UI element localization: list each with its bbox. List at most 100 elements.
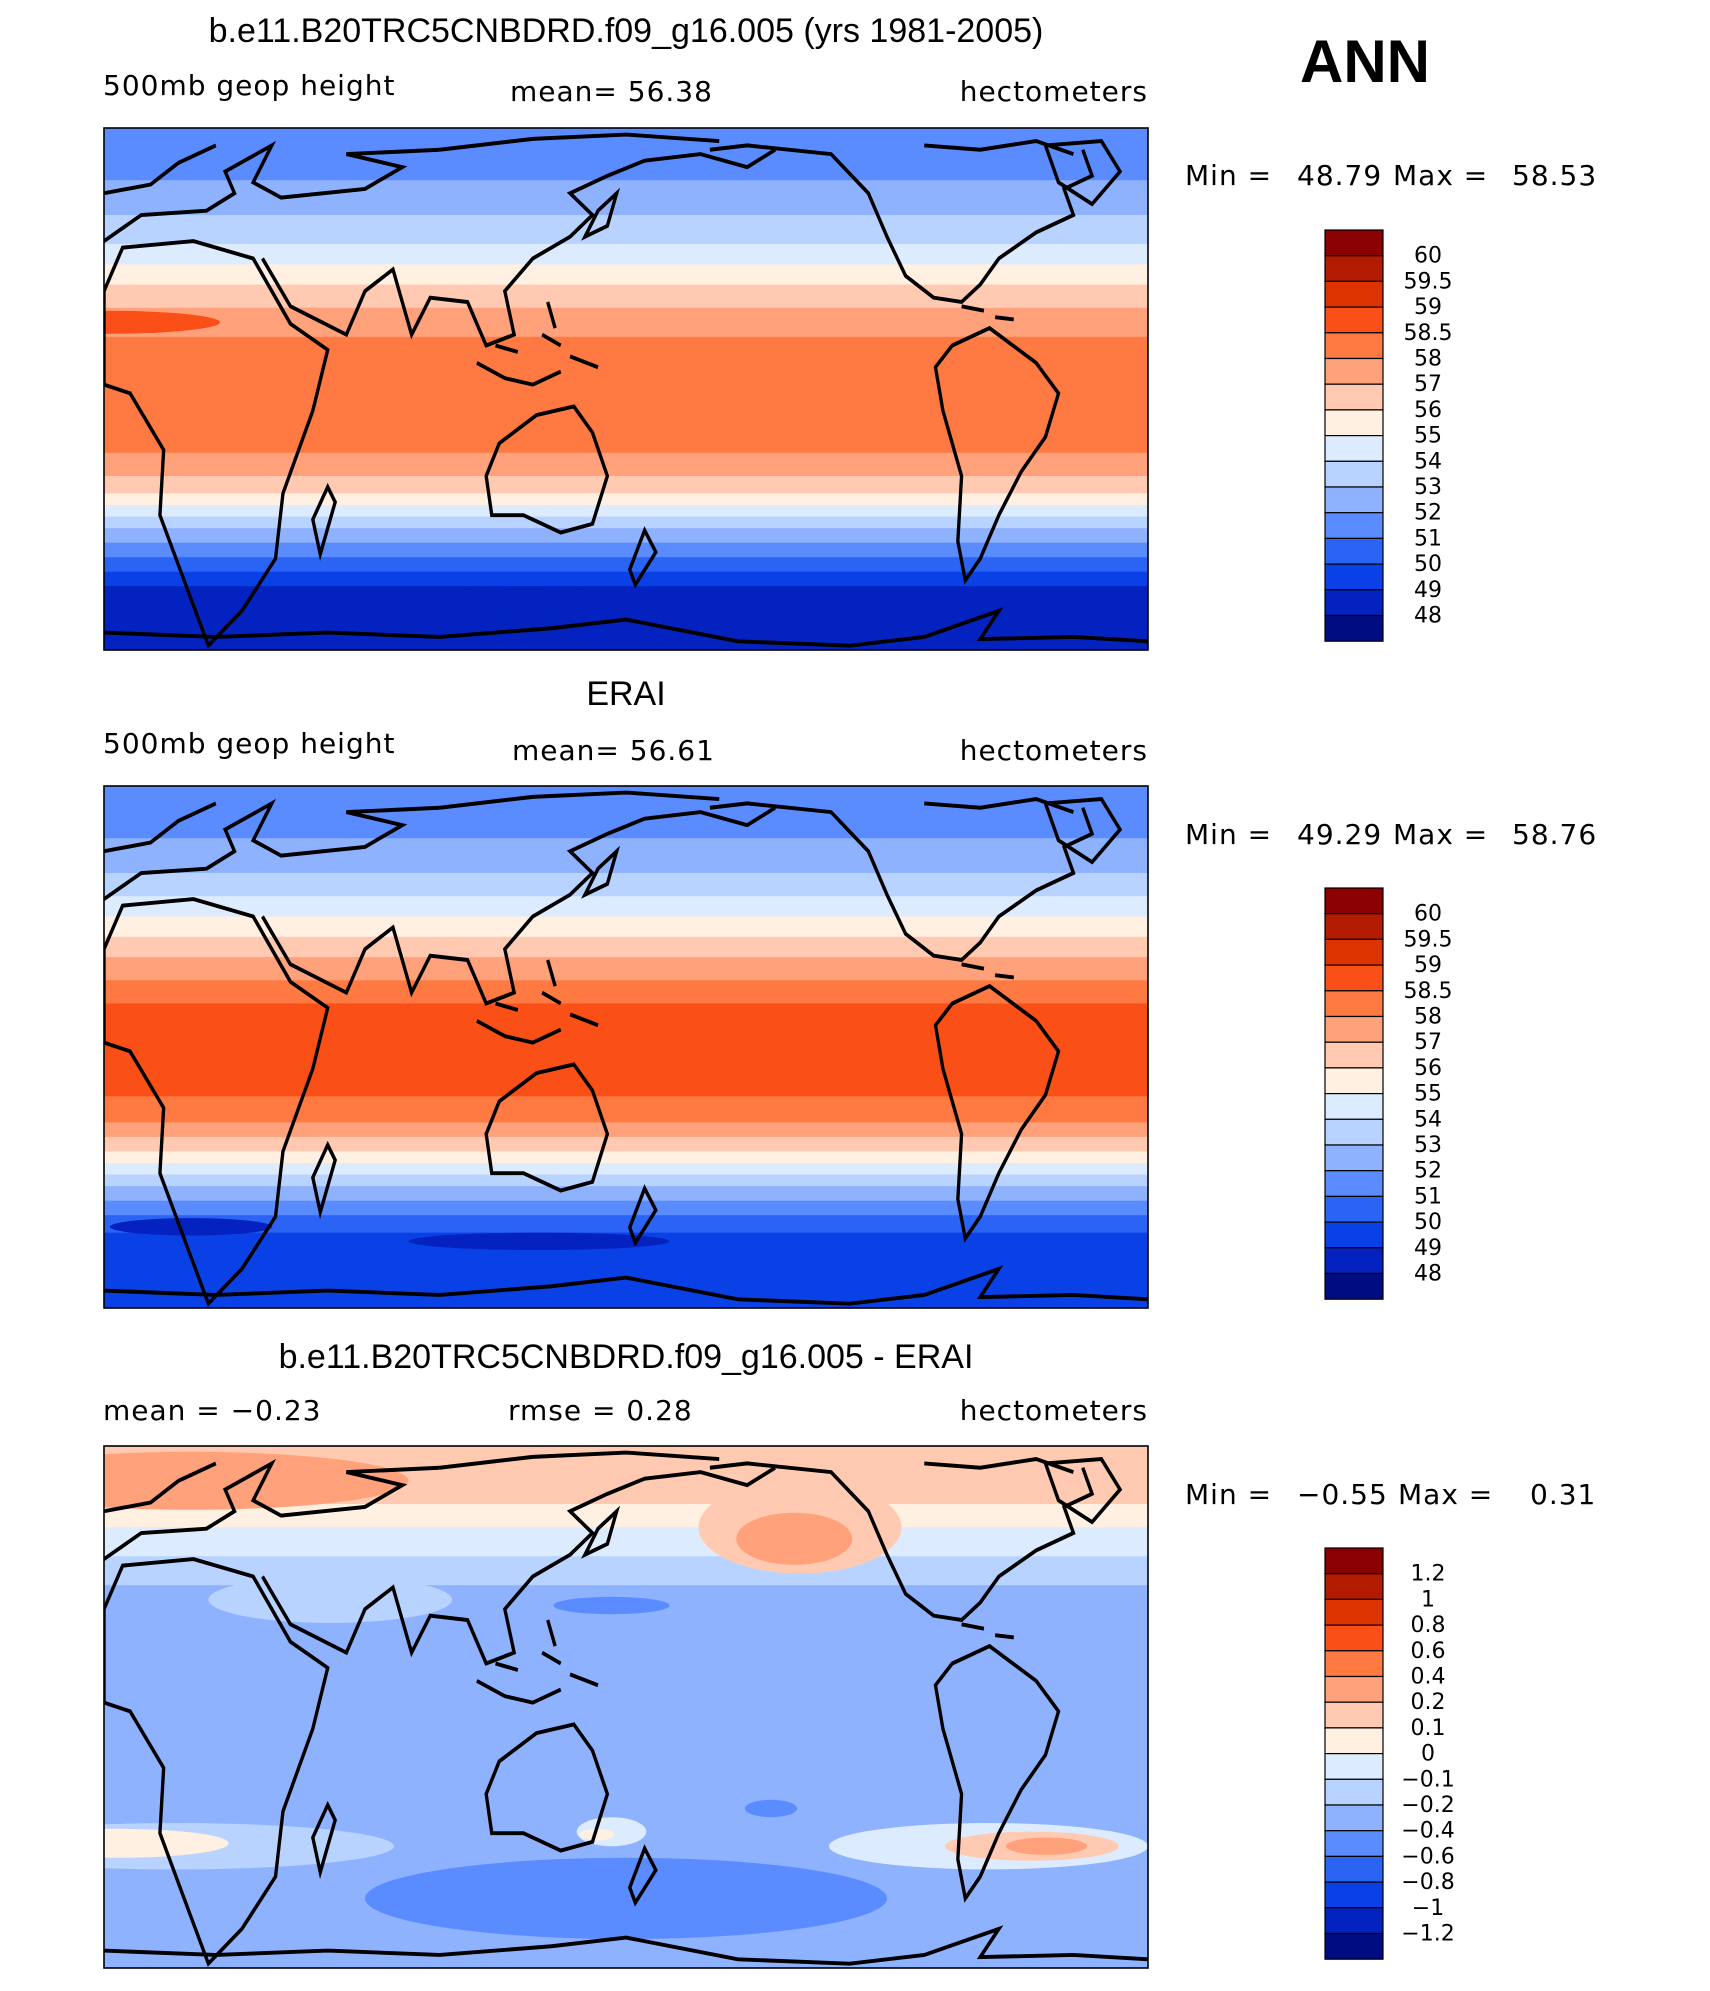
min-value: 48.79	[1297, 159, 1382, 192]
colorbar-tick-label: 52	[1414, 1159, 1442, 1184]
colorbar-swatch	[1324, 1573, 1384, 1600]
colorbar-tick-label: 0.8	[1411, 1613, 1446, 1638]
contour-band	[104, 1200, 1148, 1216]
min-value: −0.55	[1297, 1478, 1388, 1511]
colorbar-tick-label: 48	[1414, 1262, 1442, 1287]
colorbar-swatch	[1324, 1778, 1384, 1806]
panel-obs: ERAI 500mb geop height mean= 56.61 hecto…	[103, 675, 1597, 1309]
colorbar-swatch	[1324, 1067, 1384, 1095]
contour-band	[104, 1151, 1148, 1164]
colorbar-tick-label: 54	[1414, 1107, 1442, 1132]
contour-band	[104, 1003, 1148, 1097]
colorbar-swatch	[1324, 357, 1384, 385]
colorbar-tick-label: 53	[1414, 1133, 1442, 1158]
units-label: hectometers	[960, 734, 1148, 767]
map-frame	[103, 1445, 1149, 1969]
season-label: ANN	[1300, 28, 1430, 95]
max-value: 58.53	[1512, 159, 1597, 192]
colorbar-diff: 1.210.80.60.40.20.10−0.1−0.2−0.4−0.6−0.8…	[1324, 1547, 1455, 1960]
contour-band	[104, 786, 1148, 839]
colorbar-swatch	[1324, 1598, 1384, 1626]
colorbar-swatch	[1324, 383, 1384, 411]
colorbar-tick-label: 59.5	[1404, 927, 1453, 952]
colorbar-tick-label: 59	[1414, 953, 1442, 978]
colorbar-swatch	[1324, 1701, 1384, 1729]
min-label: Min =	[1185, 1478, 1272, 1511]
contour-band	[104, 571, 1148, 587]
colorbar-swatch	[1324, 1675, 1384, 1703]
contour-blob	[744, 1799, 798, 1818]
colorbar-tick-label: 59.5	[1404, 269, 1453, 294]
colorbar-tick-label: 60	[1414, 902, 1442, 927]
colorbar-tick-label: 59	[1414, 295, 1442, 320]
colorbar-tick-label: 60	[1414, 244, 1442, 269]
colorbar-swatch	[1324, 1727, 1384, 1755]
colorbar-tick-label: 0.2	[1411, 1690, 1446, 1715]
colorbar-swatch	[1324, 306, 1384, 334]
max-label: Max =	[1398, 1478, 1493, 1511]
colorbar-tick-label: 1	[1421, 1587, 1435, 1612]
colorbar-swatch	[1324, 1547, 1384, 1575]
colorbar-tick-label: 54	[1414, 449, 1442, 474]
colorbar-swatch	[1324, 486, 1384, 514]
contour-band	[104, 452, 1148, 477]
colorbar-swatch	[1324, 589, 1384, 617]
map-obs	[104, 786, 1148, 1308]
max-value: 58.76	[1512, 818, 1597, 851]
colorbar-swatch	[1324, 1624, 1384, 1652]
contour-band	[104, 957, 1148, 981]
colorbar-tick-label: 55	[1414, 424, 1442, 449]
colorbar-swatch	[1324, 1932, 1384, 1960]
panel-title: ERAI	[586, 675, 665, 713]
colorbar-swatch	[1324, 1752, 1384, 1780]
contour-band	[104, 516, 1148, 529]
units-label: hectometers	[960, 1394, 1148, 1427]
colorbar-swatch	[1324, 1221, 1384, 1249]
colorbar-swatch	[1324, 1650, 1384, 1678]
max-label: Max =	[1393, 159, 1488, 192]
contour-band	[104, 284, 1148, 309]
colorbar-tick-label: −0.1	[1401, 1767, 1454, 1792]
colorbar-swatch	[1324, 1247, 1384, 1275]
contour-blob	[365, 1857, 887, 1939]
colorbar-tick-label: −0.4	[1401, 1819, 1454, 1844]
contour-blob	[553, 1596, 670, 1615]
colorbar-swatch	[1324, 435, 1384, 462]
colorbar-tick-label: −0.6	[1401, 1844, 1454, 1869]
min-value: 49.29	[1297, 818, 1382, 851]
colorbar-swatch	[1324, 1015, 1384, 1043]
colorbar-tick-label: 0.4	[1411, 1665, 1446, 1690]
colorbar-tick-label: 51	[1414, 526, 1442, 551]
colorbar-tick-label: 1.2	[1411, 1562, 1446, 1587]
colorbar-tick-label: 49	[1414, 1236, 1442, 1261]
max-value: 0.31	[1530, 1478, 1596, 1511]
colorbar-tick-label: 0	[1421, 1742, 1435, 1767]
contour-band	[104, 1527, 1148, 1557]
colorbar-swatch	[1324, 512, 1384, 540]
colorbar-tick-label: −1.2	[1401, 1922, 1454, 1947]
contour-band	[104, 307, 1148, 338]
colorbar-tick-label: 50	[1414, 552, 1442, 577]
contour-band	[104, 244, 1148, 265]
colorbar-swatch	[1324, 1041, 1384, 1069]
colorbar-tick-label: 53	[1414, 475, 1442, 500]
colorbar-swatch	[1324, 1144, 1384, 1172]
colorbar-swatch	[1324, 1272, 1384, 1300]
panel-diff: b.e11.B20TRC5CNBDRD.f09_g16.005 - ERAI m…	[103, 1338, 1596, 1969]
colorbar-swatch	[1324, 990, 1384, 1018]
colorbar-tick-label: 0.6	[1411, 1639, 1446, 1664]
map-diff	[104, 1446, 1148, 1968]
colorbar-tick-label: 58.5	[1404, 321, 1453, 346]
colorbar-tick-label: 56	[1414, 1056, 1442, 1081]
contour-blob	[104, 1451, 409, 1510]
colorbar-swatch	[1324, 1092, 1384, 1120]
mean-label: mean= 56.38	[510, 75, 713, 108]
colorbar-swatch	[1324, 1118, 1384, 1146]
colorbar-swatch	[1324, 537, 1384, 565]
contour-band	[104, 1186, 1148, 1202]
colorbar-tick-label: 57	[1414, 1030, 1442, 1055]
diff-mean-label: mean = −0.23	[103, 1394, 321, 1427]
colorbar-swatch	[1324, 1195, 1384, 1223]
max-label: Max =	[1393, 818, 1488, 851]
